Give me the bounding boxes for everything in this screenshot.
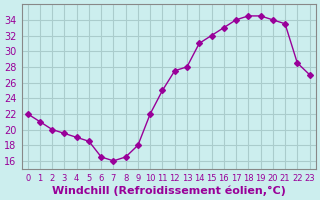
X-axis label: Windchill (Refroidissement éolien,°C): Windchill (Refroidissement éolien,°C) — [52, 185, 285, 196]
